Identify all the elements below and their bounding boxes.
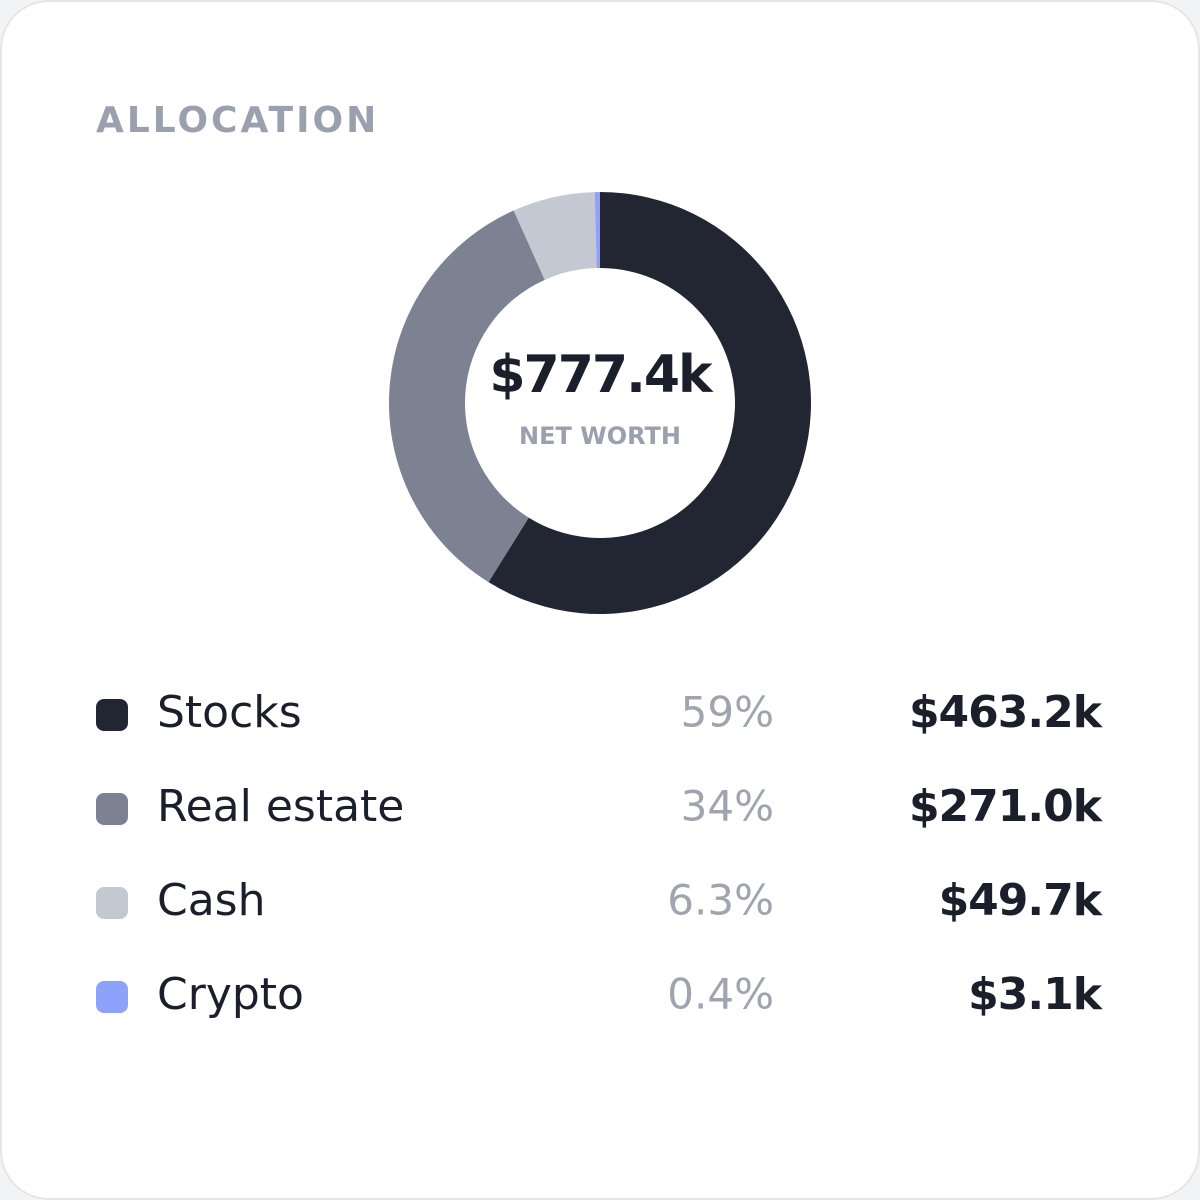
legend-label: Real estate <box>157 781 404 832</box>
share-label: 59% <box>681 688 774 737</box>
donut <box>388 192 811 614</box>
card-title: ALLOCATION <box>96 100 379 141</box>
legend-label: Crypto <box>157 969 304 1020</box>
value-label: $463.2k <box>909 687 1104 738</box>
legend-swatch <box>96 699 128 731</box>
center-value: $777.4k <box>489 345 714 405</box>
donut-slice <box>594 192 600 269</box>
center-caption: NET WORTH <box>519 422 681 450</box>
share-label: 34% <box>681 782 774 831</box>
value-label: $271.0k <box>909 781 1104 832</box>
legend-swatch <box>96 981 128 1013</box>
value-label: $49.7k <box>939 875 1104 926</box>
donut-slice <box>488 192 811 614</box>
donut-slice <box>388 210 545 583</box>
legend: Stocks 59% $463.2k Real estate 34% $271.0k Cas… <box>96 687 1105 1020</box>
legend-label: Cash <box>157 875 266 926</box>
value-label: $3.1k <box>968 969 1104 1020</box>
legend-label: Stocks <box>157 687 302 738</box>
legend-swatch <box>96 887 128 919</box>
donut-slice <box>513 192 597 280</box>
share-label: 6.3% <box>667 876 774 925</box>
legend-swatch <box>96 793 128 825</box>
share-label: 0.4% <box>667 970 774 1019</box>
